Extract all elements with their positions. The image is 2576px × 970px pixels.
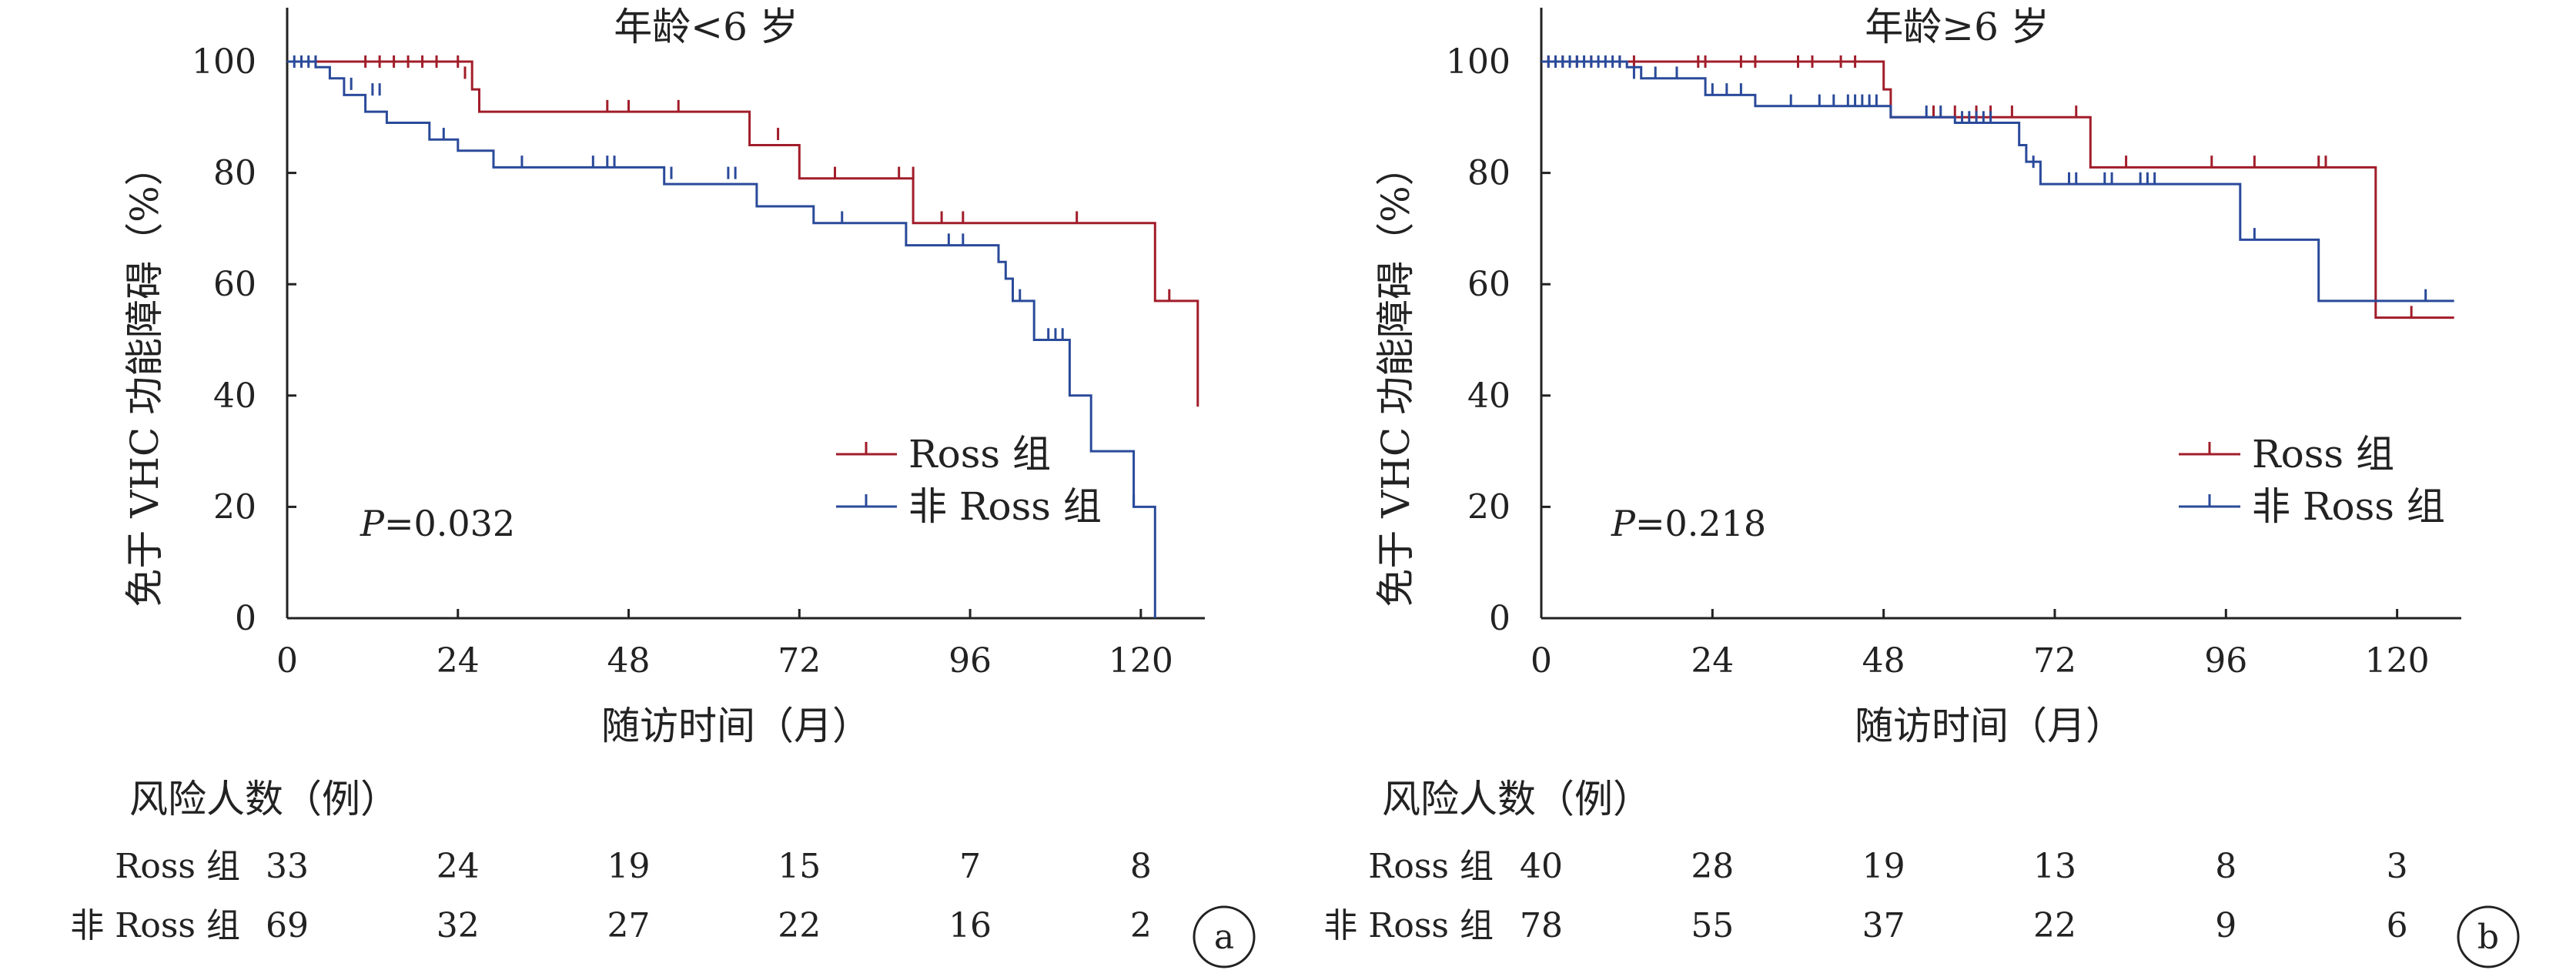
series-line-non-ross	[287, 60, 1156, 618]
panel-b-risk-header: 风险人数（例）	[1382, 777, 1651, 821]
risk-value: 3	[2387, 847, 2408, 886]
x-tick-label: 0	[1531, 641, 1552, 681]
y-tick-label: 100	[192, 42, 256, 82]
x-tick-label: 96	[948, 641, 992, 681]
risk-value: 13	[2033, 847, 2076, 886]
x-tick-label: 120	[2365, 641, 2430, 681]
panel-a-label: a	[1214, 918, 1234, 957]
y-tick-label: 80	[213, 154, 256, 193]
panel-b-legend-non-ross: 非 Ross 组	[2179, 484, 2445, 529]
panel-b-legend-non-ross-label: 非 Ross 组	[2252, 484, 2445, 529]
panel-b-risk-row-non-ross-label: 非 Ross 组	[1323, 906, 1494, 945]
panel-a-axes	[286, 8, 1205, 620]
y-tick-label: 20	[213, 487, 256, 527]
panel-a-p-symbol: P	[360, 503, 385, 544]
risk-value: 40	[1520, 847, 1563, 886]
y-tick-label: 40	[213, 376, 256, 416]
risk-value: 9	[2215, 906, 2236, 945]
panel-b-p-value: P=0.218	[1611, 503, 1766, 544]
panel-a-x-axis-title: 随访时间（月）	[601, 704, 871, 748]
panel-b-legend-ross: Ross 组	[2179, 432, 2394, 477]
risk-value: 37	[1862, 906, 1905, 945]
risk-value: 24	[437, 847, 480, 886]
risk-value: 69	[266, 906, 309, 945]
risk-value: 19	[1862, 847, 1905, 886]
x-tick-label: 120	[1109, 641, 1173, 681]
y-tick-label: 80	[1467, 154, 1510, 193]
panel-b-x-axis-title: 随访时间（月）	[1855, 704, 2124, 748]
x-tick-label: 96	[2204, 641, 2247, 681]
risk-value: 15	[778, 847, 821, 886]
panel-a-risk-values: 33 24 19 15 7 8 69 32 27 22 16 2	[266, 847, 1152, 945]
panel-b-risk-values: 40 28 19 13 8 3 78 55 37 22 9 6	[1520, 847, 2408, 945]
panel-b-legend: Ross 组 非 Ross 组	[2179, 432, 2445, 529]
risk-value: 22	[778, 906, 821, 945]
y-tick-label: 60	[213, 265, 256, 304]
x-tick-label: 72	[778, 641, 821, 681]
x-tick-label: 0	[276, 641, 298, 681]
panel-a-risk-row-ross-label: Ross 组	[115, 847, 240, 886]
panel-b-axes	[1540, 8, 2461, 620]
risk-value: 27	[607, 906, 651, 945]
panel-a-series	[287, 55, 1199, 618]
x-tick-label: 72	[2033, 641, 2076, 681]
panel-a-p-value: P=0.032	[360, 503, 515, 544]
panel-b-p-symbol: P	[1611, 503, 1636, 544]
series-line-ross	[287, 60, 1199, 407]
y-tick-label: 100	[1446, 42, 1510, 82]
y-tick-label: 60	[1467, 265, 1510, 304]
panel-a-legend-ross-label: Ross 组	[908, 432, 1051, 477]
panel-b-label: b	[2477, 918, 2499, 957]
panel-a-legend-non-ross: 非 Ross 组	[836, 484, 1102, 529]
risk-value: 19	[607, 847, 651, 886]
risk-value: 8	[2215, 847, 2236, 886]
risk-value: 22	[2033, 906, 2076, 945]
panel-a-risk-row-non-ross-label: 非 Ross 组	[70, 906, 240, 945]
y-tick-label: 20	[1467, 487, 1510, 527]
panel-a-legend-ross: Ross 组	[836, 432, 1051, 477]
panel-a-legend-non-ross-label: 非 Ross 组	[908, 484, 1102, 529]
panel-a-risk-table: 风险人数（例） Ross 组 非 Ross 组 33 24 19 15 7 8 69 32 27…	[70, 777, 1152, 945]
panel-b-p-number: =0.218	[1635, 503, 1766, 544]
panel-b-label-badge: b	[2457, 905, 2520, 968]
risk-value: 16	[948, 906, 992, 945]
panel-b-title: 年龄≥6 岁	[1865, 5, 2049, 49]
panel-a-ticks: 0 24 48 72 96 120 0 20 40 60 80 100	[192, 42, 1173, 681]
risk-value: 32	[437, 906, 480, 945]
risk-value: 33	[266, 847, 309, 886]
series-line-non-ross	[1541, 60, 2454, 303]
risk-value: 78	[1520, 906, 1563, 945]
y-tick-label: 0	[1489, 599, 1510, 638]
panel-a-label-badge: a	[1193, 905, 1256, 968]
risk-value: 2	[1130, 906, 1152, 945]
panel-b-risk-table: 风险人数（例） Ross 组 非 Ross 组 40 28 19 13 8 3 78 55 37…	[1323, 777, 2407, 945]
x-tick-label: 24	[1691, 641, 1734, 681]
panel-b-series	[1541, 55, 2454, 319]
panel-b-risk-row-ross-label: Ross 组	[1368, 847, 1494, 886]
panel-b-ticks: 0 24 48 72 96 120 0 20 40 60 80 100	[1446, 42, 2430, 681]
panel-b-legend-ross-label: Ross 组	[2252, 432, 2394, 477]
risk-value: 7	[959, 847, 981, 886]
x-tick-label: 24	[437, 641, 480, 681]
risk-value: 55	[1691, 906, 1734, 945]
panel-a-legend: Ross 组 非 Ross 组	[836, 432, 1102, 529]
risk-value: 8	[1130, 847, 1152, 886]
panel-a-risk-header: 风险人数（例）	[129, 777, 399, 821]
risk-value: 6	[2387, 906, 2408, 945]
x-tick-label: 48	[607, 641, 651, 681]
x-tick-label: 48	[1862, 641, 1905, 681]
panel-a-title: 年龄<6 岁	[614, 5, 798, 49]
risk-value: 28	[1691, 847, 1734, 886]
y-tick-label: 40	[1467, 376, 1510, 416]
y-tick-label: 0	[235, 599, 256, 638]
panel-a-p-number: =0.032	[384, 503, 515, 544]
panel-a-y-axis-title: 免于 VHC 功能障碍（%）	[122, 147, 167, 607]
panel-b-y-axis-title: 免于 VHC 功能障碍（%）	[1373, 147, 1418, 607]
